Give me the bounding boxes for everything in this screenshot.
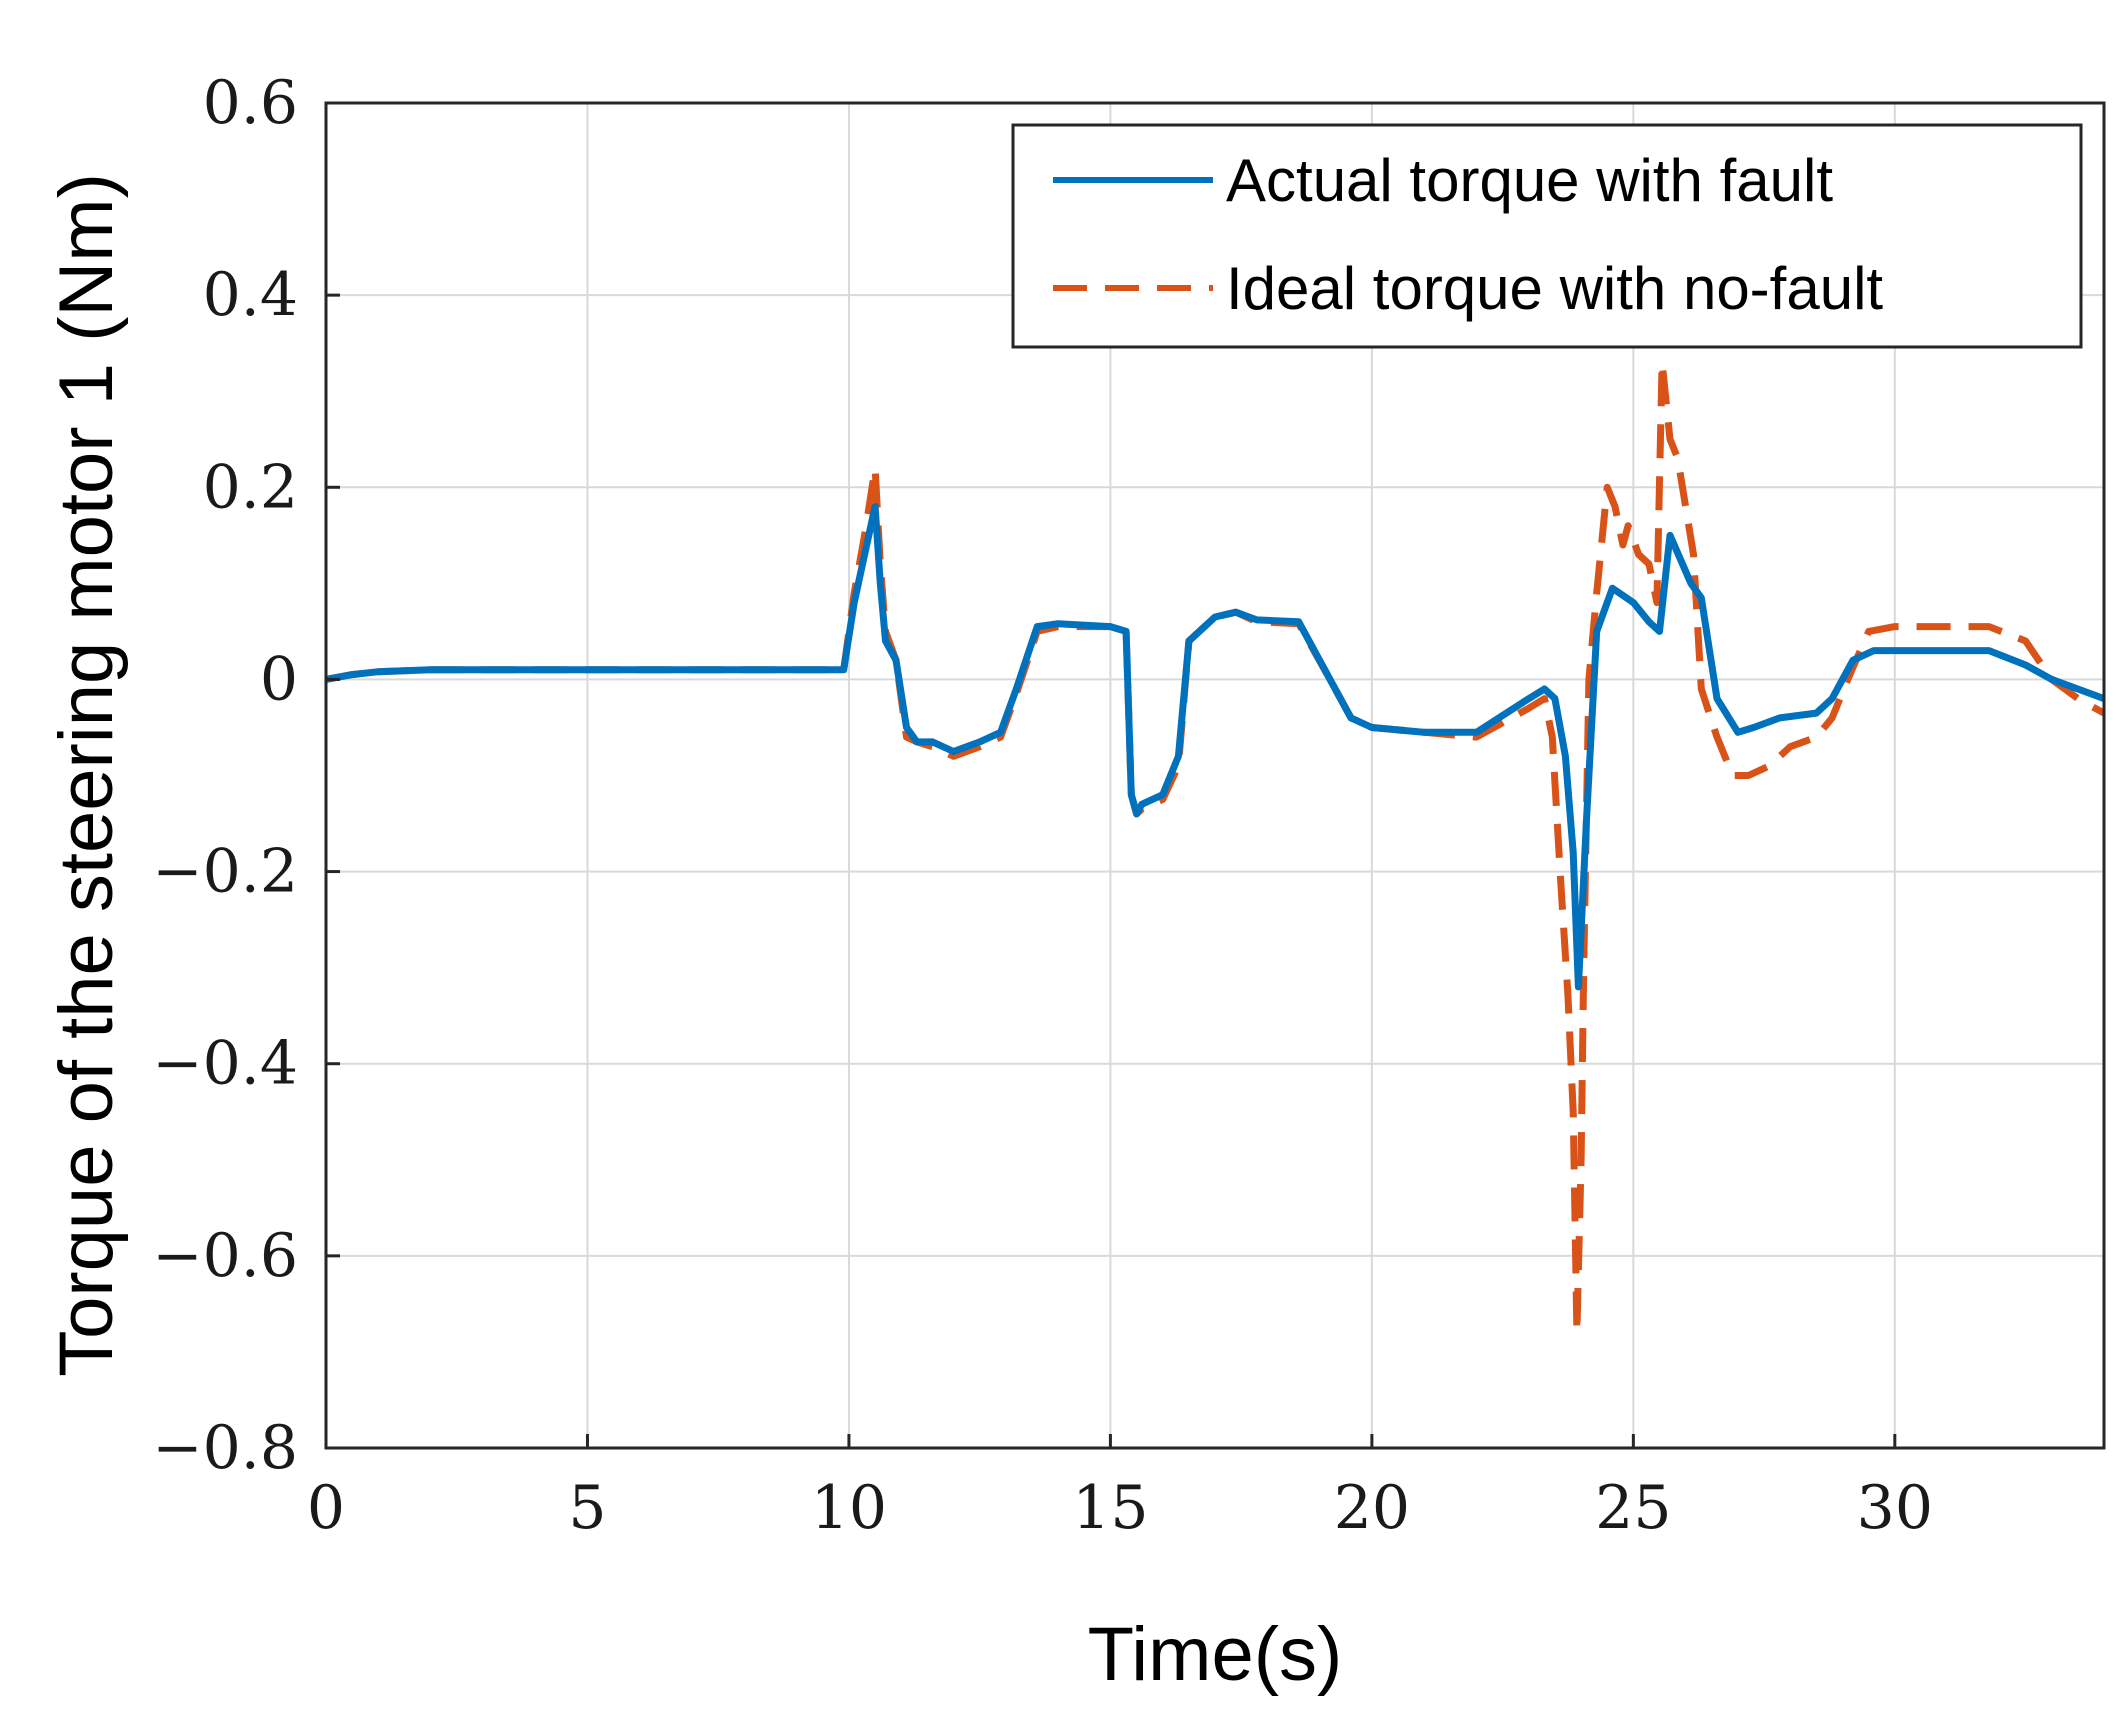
y-tick-label: −0.2 — [152, 837, 298, 907]
legend: Actual torque with fault Ideal torque wi… — [1011, 123, 2083, 349]
y-tick-label: 0 — [260, 644, 298, 714]
series-line-actual-torque — [326, 503, 2104, 991]
x-axis-title: Time(s) — [1088, 1612, 1343, 1697]
y-tick-label: 0.6 — [203, 68, 298, 138]
y-tick-label: 0.4 — [203, 260, 298, 330]
x-tick-label: 15 — [1072, 1473, 1148, 1543]
x-tick-label: 30 — [1857, 1473, 1933, 1543]
x-tick-label: 0 — [307, 1473, 345, 1543]
plot-area-frame — [324, 101, 2106, 1450]
legend-label-ideal-torque: Ideal torque with no-fault — [1226, 255, 1883, 322]
x-tick-label: 25 — [1595, 1473, 1671, 1543]
legend-box — [1011, 123, 2083, 349]
y-tick-label: −0.4 — [152, 1029, 298, 1099]
y-tick-label: −0.8 — [152, 1413, 298, 1483]
legend-label-actual-torque: Actual torque with fault — [1226, 147, 1833, 214]
x-tick-label: 20 — [1334, 1473, 1410, 1543]
y-tick-label: 0.2 — [203, 452, 298, 522]
axis-ticks: 0 5 10 15 20 25 30 0.6 0.4 0.2 0 −0.2 −0.4 −0.6 −0.8 — [152, 68, 1933, 1543]
series-lines — [326, 358, 2104, 1337]
y-axis-title: Torque of the steering motor 1 (Nm) — [44, 173, 129, 1377]
y-tick-label: −0.6 — [152, 1221, 298, 1291]
x-tick-label: 10 — [811, 1473, 887, 1543]
x-tick-label: 5 — [568, 1473, 606, 1543]
